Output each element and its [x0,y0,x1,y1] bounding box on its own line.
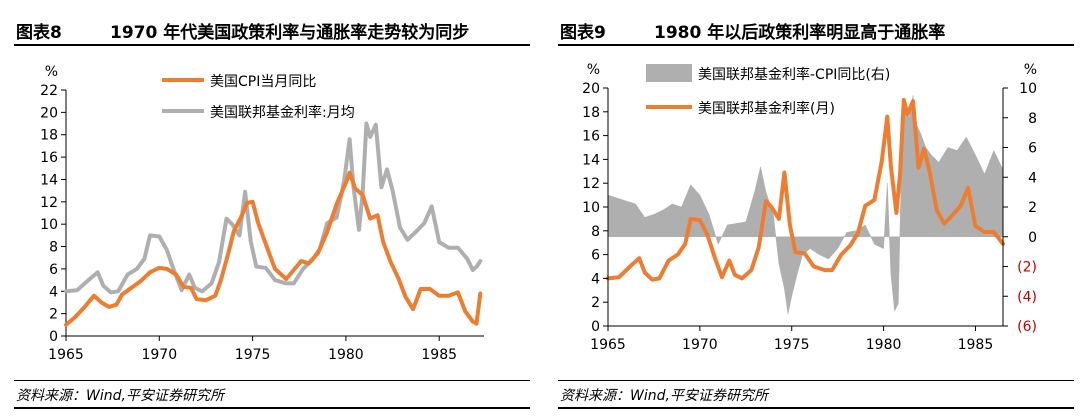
right-tick-label: 8 [1028,111,1037,127]
source-bar: 资料来源：Wind,平安证券研究所 [14,380,530,409]
line-chart-policy-rate-vs-cpi: % 0 2 4 6 8 10 12 14 16 18 20 22 1965 1970 1975 1980 1985… [40,64,484,363]
x-tick-label: 1975 [235,347,271,363]
right-tick-label: 10 [1019,81,1037,97]
series-line-0 [64,170,483,327]
x-tick-label: 1965 [48,347,84,363]
y-tick-label: 2 [49,307,58,323]
y-tick-label: 8 [49,240,58,256]
left-tick-label: 0 [591,319,600,335]
x-tick-label: 1970 [682,337,718,353]
figure-title-bar: 图表9 1980 年以后政策利率明显高于通胀率 [558,14,1074,46]
x-tick-label: 1980 [328,347,364,363]
source-note: 资料来源：Wind,平安证券研究所 [560,388,768,404]
right-tick-label: 4 [1028,170,1037,186]
y-axis-unit-label: % [45,64,58,80]
left-tick-label: 4 [591,271,600,287]
x-tick-label: 1985 [421,347,457,363]
left-tick-label: 10 [582,200,600,216]
y-tick-label: 20 [40,105,58,121]
right-tick-label: (2) [1017,260,1037,276]
right-tick-label: 2 [1028,200,1037,216]
series-line-1 [64,121,483,295]
figure-number: 图表8 [16,23,62,43]
y-tick-label: 4 [49,284,58,300]
y-tick-label: 10 [40,217,58,233]
legend-label: 美国联邦基金利率-CPI同比(右) [698,66,890,83]
legend-label: 美国联邦基金利率:月均 [210,104,355,121]
legend-label: 美国联邦基金利率(月) [698,100,835,117]
legend-swatch-area [646,64,692,82]
chart-panel-left: 图表8 1970 年代美国政策利率与通胀率走势较为同步 % 0 2 4 6 8 10 12 14… [14,0,530,418]
series-line-fed-funds [606,97,1005,282]
x-tick-label: 1985 [958,337,994,353]
figure-number: 图表9 [560,23,606,43]
figure-title: 1980 年以后政策利率明显高于通胀率 [654,23,946,43]
figure-title: 1970 年代美国政策利率与通胀率走势较为同步 [110,23,470,43]
legend-label: 美国CPI当月同比 [210,74,316,90]
y-tick-label: 0 [49,329,58,345]
x-tick-label: 1980 [866,337,902,353]
left-tick-label: 12 [582,176,600,192]
left-tick-label: 18 [582,105,600,121]
y-tick-label: 12 [40,195,58,211]
x-tick-label: 1970 [141,347,177,363]
right-tick-label: 6 [1028,141,1037,157]
left-tick-label: 20 [582,81,600,97]
y-tick-label: 18 [40,128,58,144]
right-tick-label: 0 [1028,230,1037,246]
right-axis-unit-label: % [1024,62,1037,78]
figure-title-bar: 图表8 1970 年代美国政策利率与通胀率走势较为同步 [14,14,530,46]
x-tick-label: 1975 [774,337,810,353]
y-tick-label: 6 [49,262,58,278]
source-note: 资料来源：Wind,平安证券研究所 [16,388,224,404]
left-tick-label: 8 [591,224,600,240]
series-area-rate-minus-cpi [607,95,1004,315]
left-tick-label: 14 [582,152,600,168]
left-tick-label: 6 [591,248,600,264]
left-axis-unit-label: % [587,62,600,78]
right-tick-label: (6) [1017,319,1037,335]
y-tick-label: 16 [40,150,58,166]
chart-panel-right: 图表9 1980 年以后政策利率明显高于通胀率 %% 0 2 4 6 8 10 12 14 16 1… [558,0,1074,418]
y-tick-label: 14 [40,172,58,188]
source-bar: 资料来源：Wind,平安证券研究所 [558,380,1074,409]
x-tick-label: 1965 [590,337,626,353]
left-tick-label: 2 [591,295,600,311]
y-tick-label: 22 [40,83,58,99]
right-tick-label: (4) [1017,289,1037,305]
left-tick-label: 16 [582,129,600,145]
